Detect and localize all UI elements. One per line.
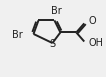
Text: Br: Br [12, 30, 23, 41]
Text: Br: Br [51, 6, 62, 16]
Text: OH: OH [88, 38, 103, 48]
Text: S: S [49, 39, 55, 49]
Text: O: O [88, 16, 96, 26]
